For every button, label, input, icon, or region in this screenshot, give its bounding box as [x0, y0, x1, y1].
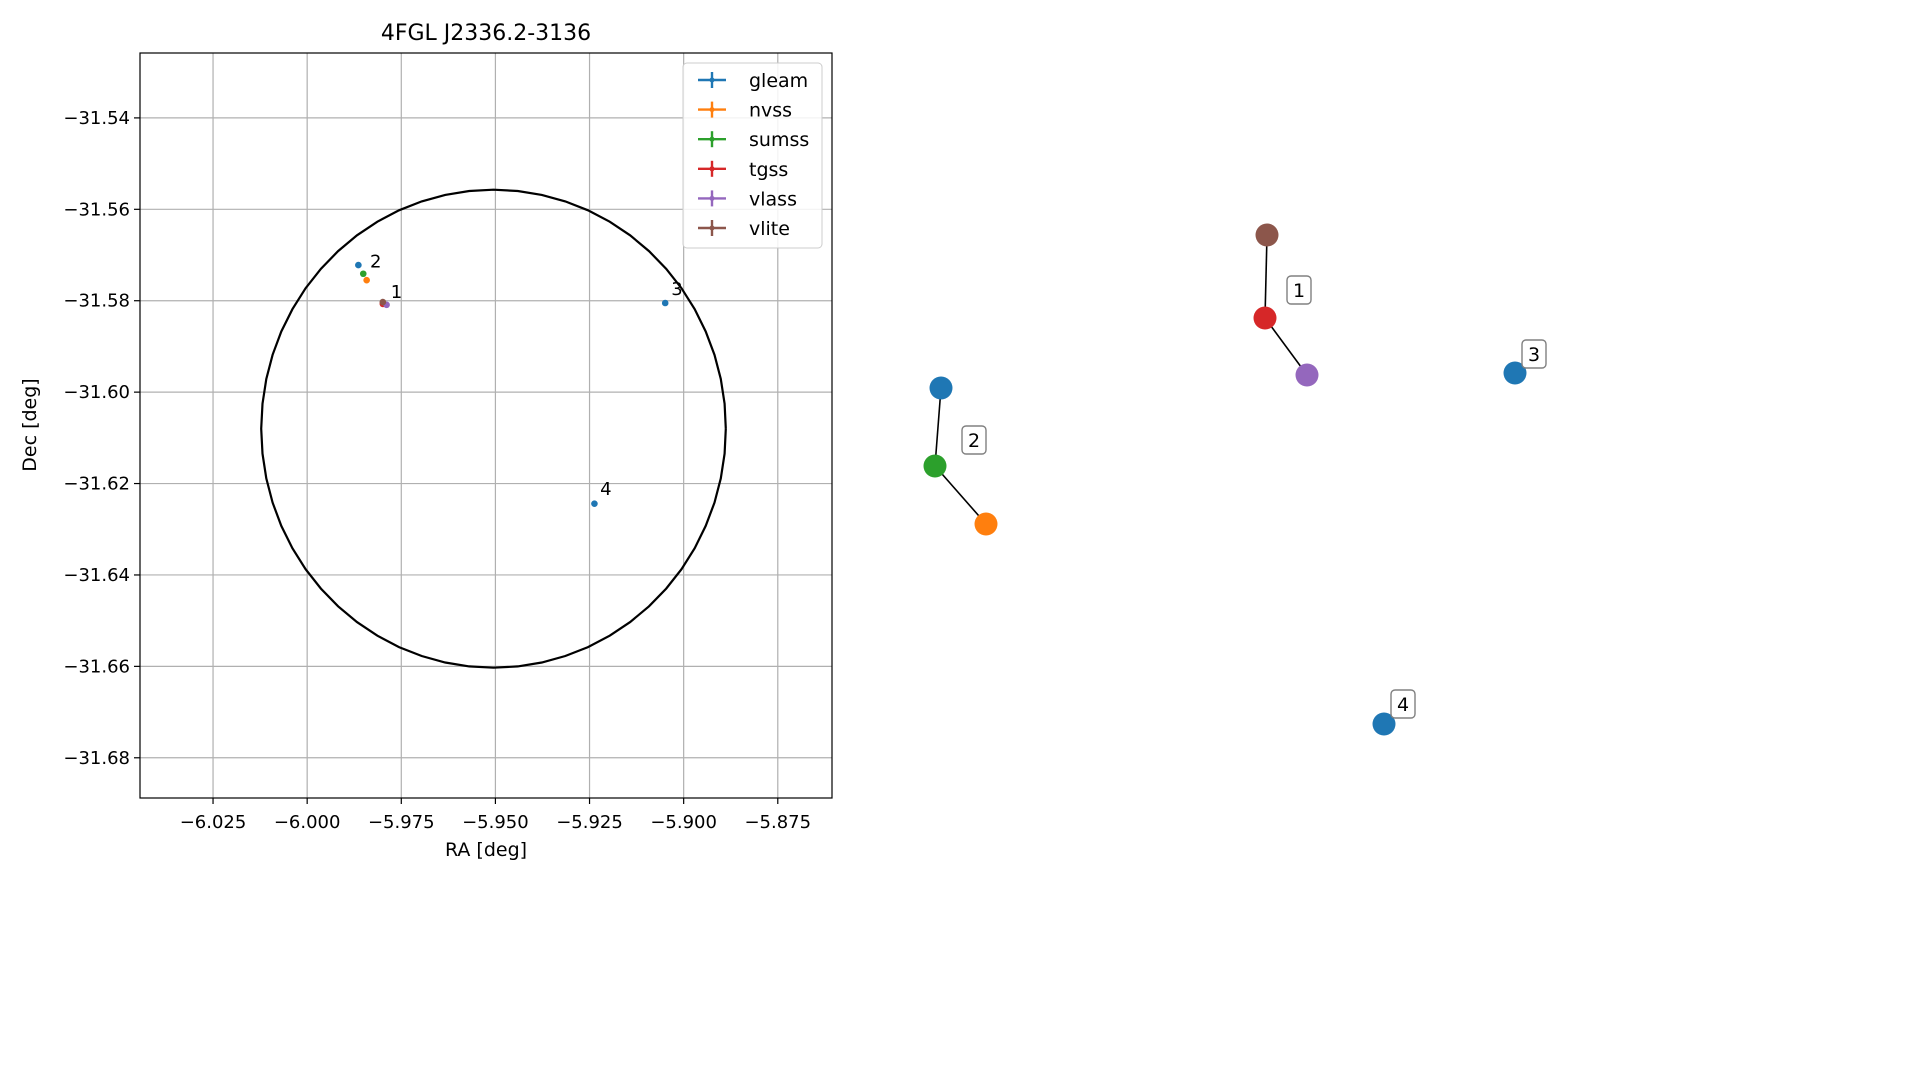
network-label-box [961, 425, 987, 455]
y-tick-label: −31.66 [63, 656, 130, 677]
network-node-gleam [1372, 712, 1396, 736]
network-node-gleam [1503, 361, 1527, 385]
x-tick-label: −5.900 [650, 812, 717, 833]
error-circle [260, 188, 727, 669]
y-tick-label: −31.64 [63, 565, 130, 586]
legend-marker-dot [709, 136, 715, 142]
legend-marker-dot [709, 77, 715, 83]
legend-entry-nvss: nvss [698, 100, 792, 122]
network-label-box [1286, 275, 1312, 305]
legend-label: vlass [749, 188, 797, 210]
network-node-vlass [1295, 363, 1319, 387]
legend-entry-vlite: vlite [698, 218, 790, 240]
legend-marker-dot [709, 107, 715, 113]
annotation-label: 4 [600, 479, 611, 500]
network-label: 3 [1521, 339, 1547, 369]
annotations: 12 3 4 [370, 251, 683, 500]
network-nodes [923, 223, 1527, 736]
legend-marker-dot [709, 166, 715, 172]
y-tick-label: −31.58 [63, 291, 130, 312]
legend-label: tgss [749, 159, 788, 181]
network-edge [1264, 234, 1268, 319]
y-tick-label: −31.54 [63, 108, 130, 129]
point-gleam [591, 500, 598, 507]
point-gleam [355, 261, 362, 269]
network-node-vlite [1255, 223, 1279, 247]
network-edge [934, 387, 942, 467]
network-node-tgss [1253, 306, 1277, 330]
point-nvss [363, 276, 370, 284]
y-tick-label: −31.62 [63, 474, 130, 495]
network-edges [934, 234, 1308, 525]
legend-entry-tgss: tgss [698, 159, 788, 181]
y-ticks: −31.54 −31.56 −31.58 −31.60 −31.62 −31.64 −31.… [63, 108, 140, 769]
network-label-text: 3 [1528, 344, 1540, 366]
annotation-label: 1 [391, 282, 402, 303]
x-axis-label: RA [deg] [445, 839, 527, 861]
legend-entry-sumss: sumss [698, 129, 809, 151]
y-tick-label: −31.60 [63, 382, 130, 403]
y-tick-label: −31.68 [63, 748, 130, 769]
chart-title: 4FGL J2336.2-3136 [381, 21, 591, 46]
plot-frame [139, 52, 833, 799]
network-label-text: 1 [1293, 280, 1305, 302]
x-tick-label: −6.025 [180, 812, 247, 833]
legend-label: sumss [749, 129, 809, 151]
legend-entry-gleam: gleam [698, 70, 808, 92]
network-node-sumss [923, 454, 947, 478]
crossmatch-network: 1 2 3 4 [923, 223, 1547, 736]
x-tick-label: −6.000 [274, 812, 341, 833]
network-label-text: 4 [1397, 694, 1409, 716]
legend-label: gleam [749, 70, 808, 92]
point-gleam [661, 299, 669, 307]
position-error-circle [260, 188, 727, 669]
x-ticks: −6.025 −6.000 −5.975 −5.950 −5.925 −5.900 −5.8… [180, 798, 811, 833]
network-label-box [1390, 689, 1416, 719]
data-points [355, 261, 669, 507]
y-tick-label: −31.56 [63, 199, 130, 220]
x-tick-label: −5.975 [368, 812, 435, 833]
point-vlite [379, 298, 387, 306]
annotation-label: 3 [671, 279, 682, 300]
y-axis-label: Dec [deg] [19, 378, 41, 471]
x-tick-label: −5.875 [744, 812, 811, 833]
legend-label: vlite [749, 218, 790, 240]
network-node-gleam [929, 376, 953, 400]
network-edge [934, 465, 987, 525]
legend-label: nvss [749, 100, 792, 122]
network-labels: 1 2 3 4 [961, 275, 1547, 719]
legend: gleam nvss sumss tgss vlass vlite [682, 62, 823, 249]
x-tick-label: −5.925 [556, 812, 623, 833]
legend-marker-dot [709, 195, 715, 201]
x-tick-label: −5.950 [462, 812, 529, 833]
legend-marker-dot [709, 225, 715, 231]
point-sumss [359, 270, 367, 278]
network-edge [1264, 317, 1308, 376]
annotation-label: 2 [370, 251, 381, 272]
network-label: 4 [1390, 689, 1416, 719]
network-label-text: 2 [968, 430, 980, 452]
network-label: 2 [961, 425, 987, 455]
network-label: 1 [1286, 275, 1312, 305]
legend-entry-vlass: vlass [698, 188, 797, 210]
network-label-box [1521, 339, 1547, 369]
network-node-nvss [974, 512, 998, 536]
